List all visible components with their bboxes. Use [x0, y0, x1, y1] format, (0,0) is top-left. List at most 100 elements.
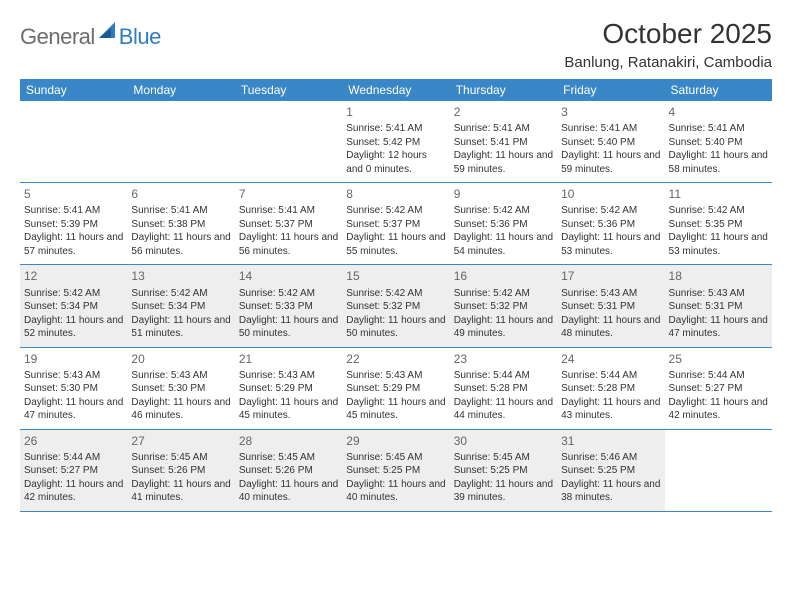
day-cell: 1Sunrise: 5:41 AMSunset: 5:42 PMDaylight…: [342, 101, 449, 182]
day-cell: 14Sunrise: 5:42 AMSunset: 5:33 PMDayligh…: [235, 265, 342, 346]
day-cell: 9Sunrise: 5:42 AMSunset: 5:36 PMDaylight…: [450, 183, 557, 264]
day-header-wed: Wednesday: [342, 79, 449, 101]
week-row: 5Sunrise: 5:41 AMSunset: 5:39 PMDaylight…: [20, 183, 772, 265]
day-cell: 7Sunrise: 5:41 AMSunset: 5:37 PMDaylight…: [235, 183, 342, 264]
day-detail: Sunrise: 5:45 AM: [131, 451, 230, 465]
day-cell: 12Sunrise: 5:42 AMSunset: 5:34 PMDayligh…: [20, 265, 127, 346]
day-cell: 21Sunrise: 5:43 AMSunset: 5:29 PMDayligh…: [235, 348, 342, 429]
week-row: 12Sunrise: 5:42 AMSunset: 5:34 PMDayligh…: [20, 265, 772, 347]
day-detail: Daylight: 11 hours and 40 minutes.: [346, 478, 445, 505]
day-number: 11: [669, 186, 768, 202]
day-header-sun: Sunday: [20, 79, 127, 101]
logo-text-general: General: [20, 24, 95, 50]
day-detail: Sunrise: 5:44 AM: [24, 451, 123, 465]
day-cell: [20, 101, 127, 182]
day-detail: Sunrise: 5:41 AM: [561, 122, 660, 136]
day-number: 28: [239, 433, 338, 449]
day-detail: Daylight: 12 hours and 0 minutes.: [346, 149, 445, 176]
day-number: 31: [561, 433, 660, 449]
weeks-container: 1Sunrise: 5:41 AMSunset: 5:42 PMDaylight…: [20, 101, 772, 512]
day-cell: 30 Sunrise: 5:45 AMSunset: 5:25 PMDayligh…: [450, 430, 557, 511]
day-detail: Sunrise: 5:42 AM: [239, 287, 338, 301]
day-cell: [127, 101, 234, 182]
day-detail: Sunset: 5:31 PM: [669, 300, 768, 314]
day-detail: Daylight: 11 hours and 44 minutes.: [454, 396, 553, 423]
day-cell: 18Sunrise: 5:43 AMSunset: 5:31 PMDayligh…: [665, 265, 772, 346]
day-cell: 6Sunrise: 5:41 AMSunset: 5:38 PMDaylight…: [127, 183, 234, 264]
day-detail: Sunset: 5:41 PM: [454, 136, 553, 150]
day-cell: 4Sunrise: 5:41 AMSunset: 5:40 PMDaylight…: [665, 101, 772, 182]
day-detail: Sunset: 5:42 PM: [346, 136, 445, 150]
day-detail: Daylight: 11 hours and 41 minutes.: [131, 478, 230, 505]
day-detail: Daylight: 11 hours and 52 minutes.: [24, 314, 123, 341]
day-detail: Daylight: 11 hours and 55 minutes.: [346, 231, 445, 258]
day-header-sat: Saturday: [665, 79, 772, 101]
day-number: 4: [669, 104, 768, 120]
day-number: 18: [669, 268, 768, 284]
day-detail: Sunrise: 5:43 AM: [24, 369, 123, 383]
day-number: 29: [346, 433, 445, 449]
day-detail: Daylight: 11 hours and 49 minutes.: [454, 314, 553, 341]
day-detail: Daylight: 11 hours and 59 minutes.: [561, 149, 660, 176]
day-number: 23: [454, 351, 553, 367]
day-detail: Sunrise: 5:45 AM: [239, 451, 338, 465]
day-number: 1: [346, 104, 445, 120]
day-header-thu: Thursday: [450, 79, 557, 101]
day-detail: Daylight: 11 hours and 45 minutes.: [346, 396, 445, 423]
day-detail: Sunset: 5:26 PM: [131, 464, 230, 478]
day-detail: Sunrise: 5:42 AM: [561, 204, 660, 218]
day-detail: Sunrise: 5:42 AM: [131, 287, 230, 301]
day-detail: Daylight: 11 hours and 58 minutes.: [669, 149, 768, 176]
day-detail: Sunrise: 5:41 AM: [24, 204, 123, 218]
day-detail: Daylight: 11 hours and 39 minutes.: [454, 478, 553, 505]
day-cell: 3Sunrise: 5:41 AMSunset: 5:40 PMDaylight…: [557, 101, 664, 182]
day-detail: Sunrise: 5:44 AM: [669, 369, 768, 383]
day-detail: Sunrise: 5:42 AM: [24, 287, 123, 301]
day-detail: Sunset: 5:36 PM: [454, 218, 553, 232]
day-detail: Sunrise: 5:43 AM: [346, 369, 445, 383]
day-number: 13: [131, 268, 230, 284]
day-detail: Sunset: 5:31 PM: [561, 300, 660, 314]
day-detail: Sunrise: 5:44 AM: [561, 369, 660, 383]
day-detail: Daylight: 11 hours and 43 minutes.: [561, 396, 660, 423]
day-detail: Sunrise: 5:42 AM: [669, 204, 768, 218]
day-detail: Sunrise: 5:44 AM: [454, 369, 553, 383]
day-number: 12: [24, 268, 123, 284]
day-detail: Daylight: 11 hours and 57 minutes.: [24, 231, 123, 258]
header: General Blue October 2025 Banlung, Ratan…: [20, 18, 772, 71]
day-detail: Sunrise: 5:45 AM: [346, 451, 445, 465]
day-detail: Sunset: 5:25 PM: [561, 464, 660, 478]
day-number: 30: [454, 433, 553, 449]
day-detail: Sunset: 5:37 PM: [239, 218, 338, 232]
day-cell: 28Sunrise: 5:45 AMSunset: 5:26 PMDayligh…: [235, 430, 342, 511]
day-detail: Sunset: 5:37 PM: [346, 218, 445, 232]
day-cell: 16Sunrise: 5:42 AMSunset: 5:32 PMDayligh…: [450, 265, 557, 346]
day-detail: Sunrise: 5:43 AM: [561, 287, 660, 301]
day-number: 2: [454, 104, 553, 120]
day-detail: Sunset: 5:30 PM: [24, 382, 123, 396]
day-detail: Sunrise: 5:43 AM: [239, 369, 338, 383]
day-cell: 10Sunrise: 5:42 AMSunset: 5:36 PMDayligh…: [557, 183, 664, 264]
day-number: 25: [669, 351, 768, 367]
day-header-mon: Monday: [127, 79, 234, 101]
day-detail: Sunset: 5:30 PM: [131, 382, 230, 396]
day-detail: Sunset: 5:25 PM: [346, 464, 445, 478]
day-cell: [235, 101, 342, 182]
day-detail: Sunset: 5:29 PM: [239, 382, 338, 396]
day-detail: Sunrise: 5:42 AM: [346, 287, 445, 301]
day-detail: Sunset: 5:40 PM: [669, 136, 768, 150]
day-detail: Sunrise: 5:45 AM: [454, 451, 553, 465]
week-row: 1Sunrise: 5:41 AMSunset: 5:42 PMDaylight…: [20, 101, 772, 183]
day-detail: Daylight: 11 hours and 38 minutes.: [561, 478, 660, 505]
day-detail: Daylight: 11 hours and 47 minutes.: [24, 396, 123, 423]
day-detail: Sunset: 5:40 PM: [561, 136, 660, 150]
day-detail: Sunset: 5:27 PM: [24, 464, 123, 478]
day-detail: Sunset: 5:25 PM: [454, 464, 553, 478]
week-row: 26Sunrise: 5:44 AMSunset: 5:27 PMDayligh…: [20, 430, 772, 512]
day-detail: Daylight: 11 hours and 53 minutes.: [561, 231, 660, 258]
day-detail: Daylight: 11 hours and 51 minutes.: [131, 314, 230, 341]
day-detail: Daylight: 11 hours and 53 minutes.: [669, 231, 768, 258]
day-number: 20: [131, 351, 230, 367]
day-cell: 5Sunrise: 5:41 AMSunset: 5:39 PMDaylight…: [20, 183, 127, 264]
day-cell: 20Sunrise: 5:43 AMSunset: 5:30 PMDayligh…: [127, 348, 234, 429]
